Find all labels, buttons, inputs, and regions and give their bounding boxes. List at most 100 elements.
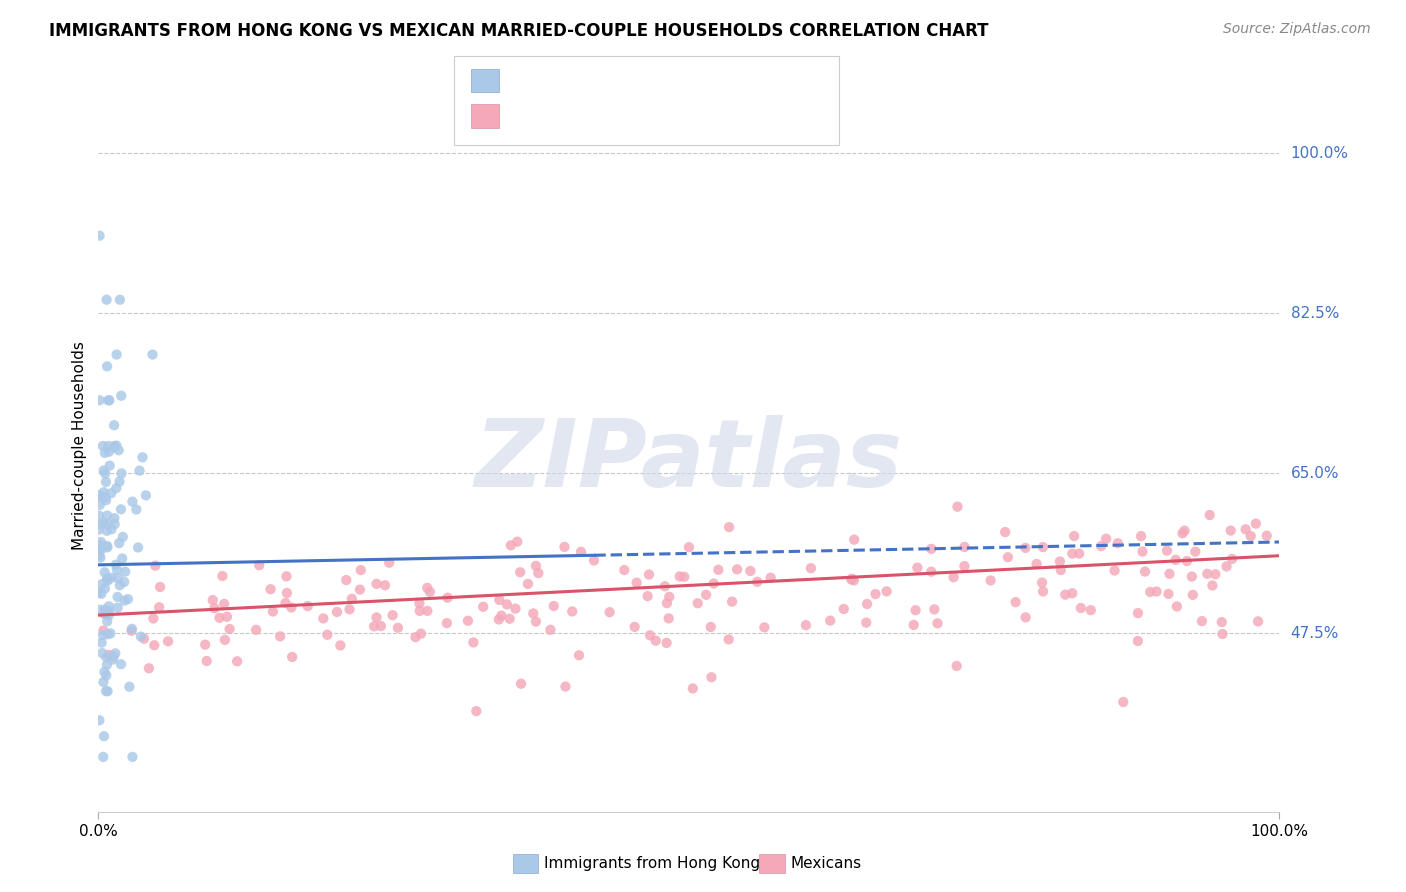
Point — [1130, 529, 1153, 543]
Point — [509, 566, 531, 580]
Point — [149, 580, 172, 594]
Point — [638, 628, 661, 642]
Point — [97, 571, 120, 585]
Point — [104, 646, 127, 660]
Point — [87, 508, 110, 523]
Point — [148, 600, 170, 615]
Point — [1240, 529, 1263, 543]
Point — [98, 393, 121, 408]
Point — [946, 500, 969, 514]
Point — [89, 517, 111, 532]
Point — [89, 498, 111, 512]
Point — [108, 536, 131, 550]
Point — [93, 485, 115, 500]
Point — [740, 564, 762, 578]
Point — [1166, 599, 1188, 614]
Point — [1054, 588, 1077, 602]
Point — [924, 602, 946, 616]
Point — [94, 467, 117, 481]
Point — [214, 632, 236, 647]
Point — [107, 600, 129, 615]
Point — [112, 574, 135, 589]
Point — [111, 530, 134, 544]
Point — [1164, 553, 1187, 567]
Point — [103, 441, 125, 455]
Point — [93, 665, 115, 679]
Point — [93, 516, 115, 530]
Point — [97, 444, 120, 458]
Point — [339, 602, 361, 616]
Point — [94, 493, 117, 508]
Point — [281, 649, 304, 664]
Point — [1191, 614, 1213, 628]
Point — [569, 545, 592, 559]
Point — [93, 566, 115, 580]
Point — [1215, 559, 1237, 574]
Point — [118, 680, 141, 694]
Point — [97, 599, 120, 614]
Point — [994, 525, 1017, 540]
Point — [329, 639, 352, 653]
Point — [561, 604, 583, 618]
Point — [117, 592, 139, 607]
Point — [953, 540, 976, 554]
Point — [409, 604, 432, 618]
Point — [96, 614, 118, 628]
Point — [276, 586, 298, 600]
Point — [96, 607, 118, 621]
Point — [90, 538, 112, 552]
Point — [1070, 601, 1092, 615]
Point — [1090, 539, 1112, 553]
Point — [89, 393, 111, 408]
Point — [457, 614, 479, 628]
Point — [105, 481, 128, 495]
Point — [1112, 695, 1135, 709]
Point — [94, 475, 117, 489]
Point — [316, 628, 339, 642]
Point — [1050, 563, 1073, 577]
Point — [103, 649, 125, 664]
Point — [194, 638, 217, 652]
Point — [1004, 595, 1026, 609]
Point — [90, 587, 112, 601]
Point — [110, 467, 132, 481]
Point — [1175, 554, 1198, 568]
Point — [103, 439, 125, 453]
Text: IMMIGRANTS FROM HONG KONG VS MEXICAN MARRIED-COUPLE HOUSEHOLDS CORRELATION CHART: IMMIGRANTS FROM HONG KONG VS MEXICAN MAR… — [49, 22, 988, 40]
Point — [472, 599, 495, 614]
Point — [1171, 526, 1194, 541]
Point — [436, 591, 458, 605]
Point — [1132, 544, 1154, 558]
Point — [1095, 532, 1118, 546]
Point — [1104, 564, 1126, 578]
Point — [131, 450, 153, 465]
Point — [488, 612, 510, 626]
Point — [499, 538, 522, 552]
Point — [269, 629, 291, 643]
Point — [129, 630, 152, 644]
Point — [262, 605, 284, 619]
Point — [626, 575, 648, 590]
Point — [1014, 541, 1036, 555]
Point — [274, 596, 297, 610]
Point — [121, 494, 143, 508]
Point — [522, 607, 544, 621]
Point — [582, 553, 605, 567]
Point — [91, 646, 114, 660]
Text: 199: 199 — [648, 106, 689, 126]
Point — [215, 609, 238, 624]
Point — [905, 560, 928, 574]
Point — [90, 635, 112, 649]
Point — [91, 490, 114, 504]
Point — [297, 599, 319, 613]
Point — [93, 603, 115, 617]
Point — [107, 571, 129, 585]
Point — [107, 443, 129, 458]
Point — [644, 633, 666, 648]
Point — [637, 589, 659, 603]
Point — [387, 621, 409, 635]
Point — [245, 623, 267, 637]
Text: 0.010: 0.010 — [555, 70, 616, 90]
Point — [1220, 552, 1243, 566]
Point — [1201, 578, 1223, 592]
